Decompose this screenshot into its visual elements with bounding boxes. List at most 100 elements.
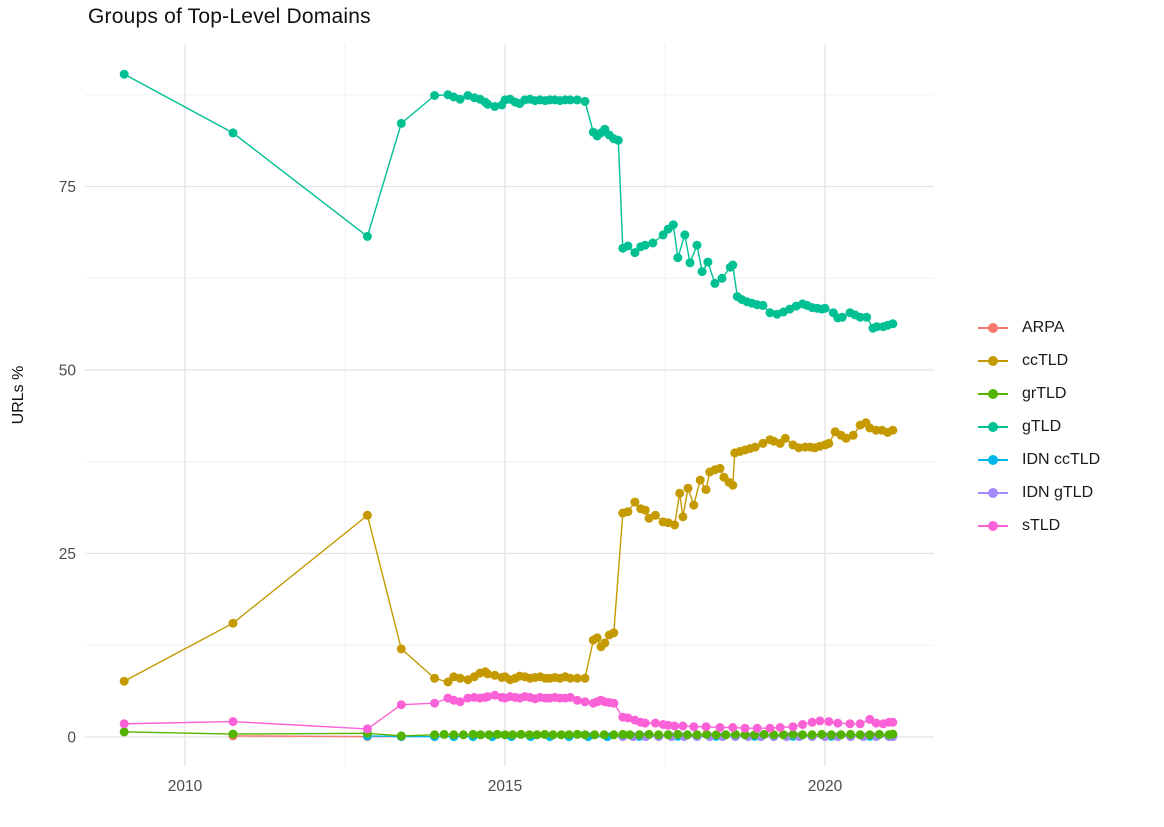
series-point-gTLD bbox=[483, 99, 493, 109]
chart-title: Groups of Top-Level Domains bbox=[88, 5, 371, 28]
series-point-grTLD bbox=[430, 730, 440, 740]
series-point-sTLD bbox=[888, 717, 898, 727]
series-point-grTLD bbox=[846, 729, 856, 739]
series-point-ccTLD bbox=[119, 676, 129, 686]
series-point-grTLD bbox=[396, 731, 406, 741]
series-point-ccTLD bbox=[580, 673, 590, 683]
series-point-grTLD bbox=[458, 730, 468, 740]
series-point-grTLD bbox=[476, 730, 486, 740]
legend-label-cctld: ccTLD bbox=[1022, 351, 1069, 369]
series-point-grTLD bbox=[721, 730, 731, 740]
series-point-ccTLD bbox=[609, 628, 619, 638]
series-point-grTLD bbox=[798, 730, 808, 740]
series-point-grTLD bbox=[865, 730, 875, 740]
series-point-grTLD bbox=[508, 730, 518, 740]
series-point-ccTLD bbox=[848, 430, 858, 440]
series-point-ccTLD bbox=[640, 505, 650, 515]
series-point-gTLD bbox=[855, 312, 865, 322]
legend-label-arpa: ARPA bbox=[1022, 318, 1065, 336]
series-point-gTLD bbox=[697, 267, 707, 277]
legend-key-icon-gtld bbox=[978, 421, 1008, 433]
x-tick-label: 2015 bbox=[488, 778, 522, 795]
series-point-grTLD bbox=[548, 730, 558, 740]
series-point-grTLD bbox=[572, 729, 582, 739]
series-point-sTLD bbox=[689, 722, 699, 732]
series-point-grTLD bbox=[524, 730, 534, 740]
series-point-sTLD bbox=[228, 717, 238, 727]
series-point-ccTLD bbox=[715, 463, 725, 473]
series-point-grTLD bbox=[888, 729, 898, 739]
series-point-gTLD bbox=[119, 69, 129, 79]
legend-label-grtld: grTLD bbox=[1022, 384, 1067, 402]
legend-key-icon-idn-gtld bbox=[978, 487, 1008, 499]
series-point-gTLD bbox=[680, 230, 690, 240]
series-point-gTLD bbox=[430, 91, 440, 100]
series-point-grTLD bbox=[468, 729, 478, 739]
y-tick-label: 75 bbox=[59, 179, 76, 196]
series-point-sTLD bbox=[119, 719, 129, 729]
series-point-grTLD bbox=[826, 730, 836, 740]
series-point-sTLD bbox=[362, 724, 372, 734]
y-tick-label: 25 bbox=[59, 546, 76, 563]
legend-key-dot bbox=[988, 388, 998, 399]
x-tick-label: 2020 bbox=[808, 778, 843, 795]
series-point-gTLD bbox=[613, 135, 623, 145]
series-point-sTLD bbox=[740, 723, 750, 733]
series-point-ccTLD bbox=[750, 442, 760, 452]
series-point-gTLD bbox=[888, 319, 898, 329]
series-point-gTLD bbox=[630, 248, 640, 258]
series-point-ccTLD bbox=[689, 500, 699, 510]
series-point-grTLD bbox=[625, 730, 635, 740]
series-point-ccTLD bbox=[780, 433, 790, 443]
series-point-gTLD bbox=[717, 273, 727, 283]
series-point-ccTLD bbox=[630, 497, 640, 507]
series-point-grTLD bbox=[599, 730, 609, 740]
series-point-ccTLD bbox=[824, 438, 834, 448]
series-line-gTLD bbox=[123, 73, 893, 330]
series-point-gTLD bbox=[758, 300, 768, 310]
series-point-grTLD bbox=[788, 729, 798, 739]
series-point-grTLD bbox=[449, 730, 459, 740]
legend-item-grtld: grTLD bbox=[978, 377, 1100, 410]
series-point-sTLD bbox=[490, 690, 500, 700]
x-tick-label: 2010 bbox=[168, 778, 203, 795]
series-point-sTLD bbox=[824, 717, 834, 727]
series-point-grTLD bbox=[702, 729, 712, 739]
legend-item-gtld: gTLD bbox=[978, 410, 1100, 443]
series-point-grTLD bbox=[516, 729, 526, 739]
legend-item-stld: sTLD bbox=[978, 509, 1100, 542]
y-tick-label: 50 bbox=[59, 363, 77, 380]
series-point-ccTLD bbox=[695, 475, 705, 485]
legend-key-dot bbox=[988, 487, 998, 498]
series-point-grTLD bbox=[618, 729, 628, 739]
legend-key-dot bbox=[988, 322, 998, 333]
series-point-sTLD bbox=[678, 721, 688, 731]
series-point-ccTLD bbox=[678, 512, 688, 522]
series-point-grTLD bbox=[556, 730, 566, 740]
series-point-sTLD bbox=[580, 697, 590, 707]
series-point-ccTLD bbox=[228, 618, 238, 628]
legend-item-idn-gtld: IDN gTLD bbox=[978, 476, 1100, 509]
series-point-sTLD bbox=[798, 720, 808, 729]
legend: ARPA ccTLD grTLD gTLD IDN ccTLD IDN gTLD sTLD bbox=[978, 311, 1100, 542]
series-point-grTLD bbox=[807, 730, 817, 740]
series-point-grTLD bbox=[532, 730, 542, 740]
series-point-sTLD bbox=[565, 692, 575, 702]
series-point-grTLD bbox=[769, 730, 779, 740]
series-point-grTLD bbox=[759, 729, 769, 739]
series-point-gTLD bbox=[362, 231, 372, 241]
series-point-gTLD bbox=[668, 220, 678, 230]
series-point-ccTLD bbox=[565, 673, 575, 683]
series-point-gTLD bbox=[565, 95, 575, 105]
series-point-ccTLD bbox=[592, 633, 602, 643]
series-point-grTLD bbox=[654, 730, 664, 740]
legend-label-gtld: gTLD bbox=[1022, 417, 1062, 435]
series-point-grTLD bbox=[484, 730, 494, 740]
series-point-ccTLD bbox=[396, 644, 406, 654]
legend-item-idn-cctld: IDN ccTLD bbox=[978, 443, 1100, 476]
series-point-ccTLD bbox=[362, 510, 372, 520]
series-point-ccTLD bbox=[701, 485, 711, 495]
series-point-gTLD bbox=[710, 278, 720, 288]
series-point-grTLD bbox=[711, 730, 721, 740]
series-point-sTLD bbox=[640, 718, 650, 728]
